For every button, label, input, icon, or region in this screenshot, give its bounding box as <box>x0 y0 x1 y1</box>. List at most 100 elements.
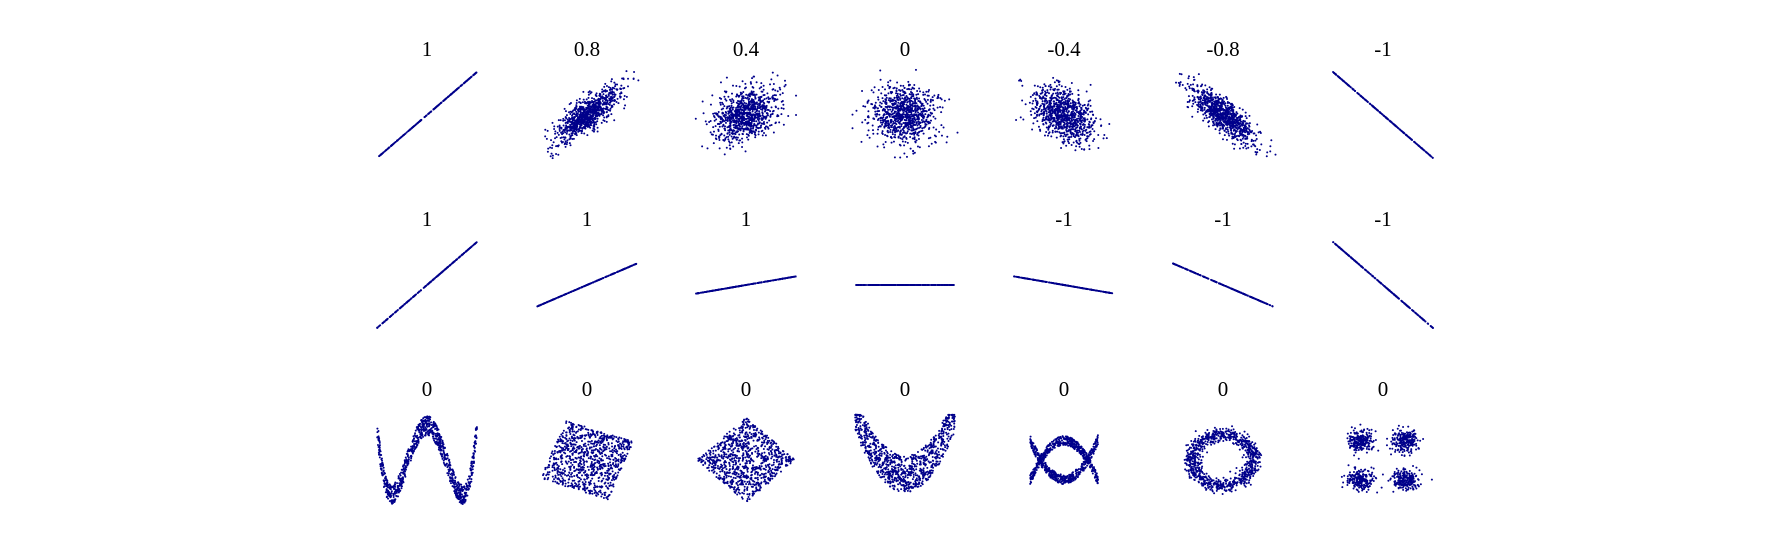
scatter-point <box>575 126 578 129</box>
scatter-point <box>1077 93 1080 96</box>
scatter-point <box>1196 110 1199 113</box>
scatter-point <box>711 133 714 136</box>
scatter-point <box>737 117 740 120</box>
scatter-point <box>795 114 798 116</box>
scatter-point <box>761 134 764 137</box>
scatter-point <box>1254 145 1257 148</box>
scatter-point <box>605 103 608 106</box>
scatter-point <box>851 127 854 130</box>
scatter-point <box>1097 147 1100 150</box>
scatter-point <box>613 81 616 84</box>
scatter-point <box>769 115 772 118</box>
scatter-point <box>571 127 574 130</box>
scatter-point <box>1033 92 1036 95</box>
scatter-point <box>385 148 388 151</box>
scatter-point <box>556 125 559 128</box>
scatter-point <box>601 88 604 91</box>
scatter-point <box>1031 107 1034 110</box>
scatter-point <box>738 139 741 142</box>
scatter-point <box>1213 123 1216 126</box>
scatter-point <box>561 130 564 133</box>
scatter-point <box>598 92 601 95</box>
scatter-point <box>605 84 608 87</box>
scatter-point <box>607 94 610 97</box>
scatter-point <box>886 84 889 87</box>
scatter-point <box>731 92 733 95</box>
scatter-point <box>907 109 910 112</box>
scatter-point <box>579 109 582 112</box>
scatter-point <box>595 113 598 116</box>
scatter-point <box>902 122 905 125</box>
scatter-point <box>743 121 746 124</box>
scatter-point <box>749 92 752 95</box>
scatter-point <box>566 129 569 132</box>
scatter-point <box>743 119 746 122</box>
scatter-point <box>593 128 596 131</box>
scatter-point <box>928 108 931 111</box>
scatter-point <box>1242 146 1245 149</box>
scatter-point <box>739 91 742 94</box>
scatter-point <box>569 123 572 126</box>
scatter-point <box>1069 98 1072 101</box>
scatter-point <box>1022 118 1025 121</box>
scatter-point <box>1042 103 1045 106</box>
scatter-point <box>1091 124 1094 127</box>
scatter-point <box>730 135 733 138</box>
scatter-point <box>1060 91 1063 94</box>
scatter-point <box>753 133 756 136</box>
scatter-point <box>564 131 567 134</box>
scatter-point <box>895 87 898 90</box>
scatter-point <box>937 93 940 96</box>
scatter-point <box>1240 123 1243 126</box>
scatter-point <box>940 111 943 114</box>
scatter-point <box>862 105 865 108</box>
scatter-point <box>1047 107 1050 110</box>
scatter-point <box>1044 84 1047 87</box>
scatter-point <box>731 106 734 109</box>
scatter-point <box>575 102 578 105</box>
scatter-point <box>1040 97 1043 100</box>
scatter-point <box>713 116 716 119</box>
scatter-point <box>905 136 908 139</box>
scatter-point <box>560 140 563 143</box>
scatter-point <box>1218 132 1221 135</box>
scatter-point <box>1068 87 1071 90</box>
scatter-point <box>1259 130 1262 133</box>
scatter-point <box>1244 115 1247 118</box>
scatter-point <box>948 98 951 101</box>
scatter-point <box>742 97 745 100</box>
scatter-point <box>754 102 757 105</box>
scatter-point <box>1066 119 1069 122</box>
scatter-point <box>1021 99 1024 102</box>
scatter-point <box>1075 132 1078 135</box>
scatter-point <box>605 110 608 113</box>
scatter-point <box>752 126 755 129</box>
scatter-point <box>924 109 927 112</box>
scatter-point <box>581 101 584 104</box>
scatter-point <box>562 117 565 120</box>
scatter-point <box>545 137 548 140</box>
scatter-point <box>1245 122 1248 125</box>
scatter-point <box>1227 132 1230 135</box>
scatter-point <box>1255 137 1258 140</box>
scatter-point <box>1233 128 1236 131</box>
scatter-point <box>607 86 610 89</box>
scatter-point <box>1210 92 1213 95</box>
scatter-point <box>550 147 553 150</box>
scatter-point <box>1062 96 1065 99</box>
scatter-point <box>778 121 781 124</box>
scatter-point <box>889 79 892 82</box>
scatter-point <box>1233 105 1236 108</box>
scatter-point <box>881 123 884 126</box>
scatter-point <box>1229 109 1232 112</box>
scatter-point <box>1068 90 1071 93</box>
scatter-point <box>716 113 719 116</box>
scatter-point <box>595 99 598 102</box>
scatter-point <box>915 118 918 121</box>
scatter-point <box>725 99 728 102</box>
scatter-point <box>904 116 907 119</box>
scatter-point <box>895 123 898 126</box>
scatter-point <box>1083 125 1086 128</box>
scatter-point <box>748 97 751 100</box>
scatter-point <box>1079 103 1082 106</box>
